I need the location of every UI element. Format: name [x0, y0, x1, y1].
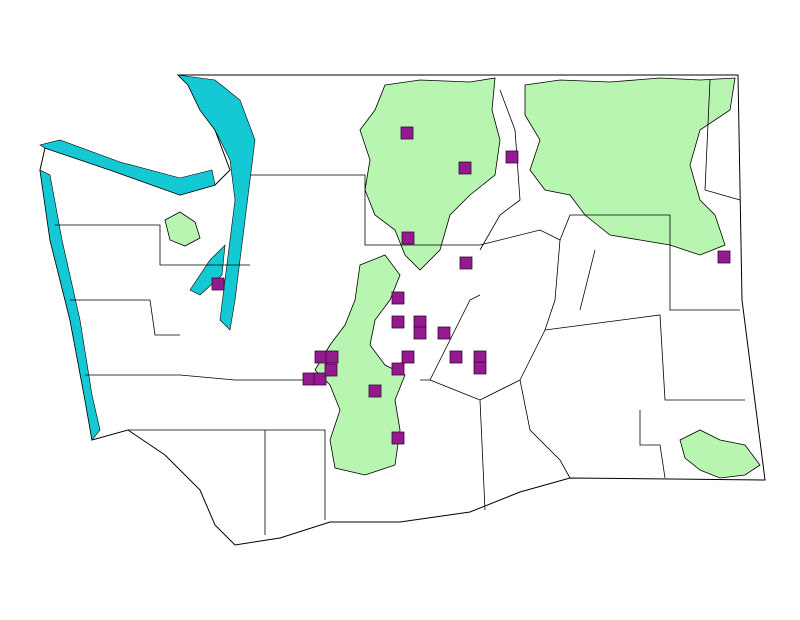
site-marker: [391, 291, 405, 305]
county-line: [429, 379, 486, 511]
site-marker: [717, 250, 731, 264]
green-areas: [164, 77, 761, 479]
site-marker: [368, 384, 382, 398]
county-line: [70, 299, 180, 336]
green-area: [524, 77, 736, 256]
site-marker: [314, 350, 328, 364]
green-area: [679, 429, 761, 479]
site-marker: [302, 372, 316, 386]
site-marker: [211, 277, 225, 291]
county-line: [559, 214, 740, 311]
site-markers: [211, 126, 731, 445]
water: [177, 74, 256, 331]
county-line: [250, 174, 480, 246]
water: [39, 169, 101, 441]
site-marker: [401, 231, 415, 245]
county-line: [479, 89, 521, 251]
county-line: [579, 249, 596, 311]
site-marker: [413, 315, 427, 329]
site-marker: [473, 361, 487, 375]
site-marker: [324, 363, 338, 377]
site-marker: [413, 326, 427, 340]
site-marker: [325, 350, 339, 364]
county-line: [704, 79, 741, 201]
green-area: [164, 211, 201, 247]
site-marker: [449, 350, 463, 364]
site-marker: [458, 161, 472, 175]
site-marker: [391, 431, 405, 445]
green-area: [359, 77, 501, 271]
site-marker: [473, 350, 487, 364]
site-marker: [505, 150, 519, 164]
county-line: [128, 429, 326, 520]
site-marker: [313, 372, 327, 386]
county-line: [420, 294, 481, 381]
site-marker: [391, 315, 405, 329]
site-marker: [437, 326, 451, 340]
county-lines: [55, 79, 745, 535]
site-marker: [391, 362, 405, 376]
county-line: [55, 224, 250, 266]
site-marker: [400, 126, 414, 140]
site-marker: [459, 256, 473, 270]
water-bodies: [39, 74, 256, 441]
county-line: [85, 374, 325, 381]
county-line: [544, 314, 745, 401]
county-line: [639, 410, 666, 479]
county-line: [519, 379, 571, 479]
site-marker: [401, 350, 415, 364]
water: [189, 244, 226, 296]
water: [39, 139, 216, 196]
